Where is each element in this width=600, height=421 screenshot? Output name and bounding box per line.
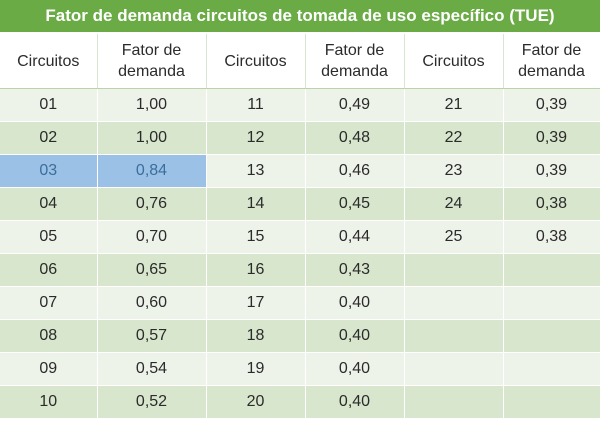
table-row: 08 0,57 18 0,40 — [0, 319, 600, 353]
circuit-cell — [404, 286, 504, 320]
table-row: 07 0,60 17 0,40 — [0, 286, 600, 320]
circuit-cell: 04 — [0, 187, 98, 221]
circuit-cell: 10 — [0, 385, 98, 419]
factor-cell: 0,40 — [305, 352, 405, 386]
header-fator-1: Fator de demanda — [97, 34, 207, 89]
factor-cell: 0,40 — [305, 385, 405, 419]
circuit-cell: 15 — [206, 220, 306, 254]
circuit-cell: 13 — [206, 154, 306, 188]
factor-cell: 0,38 — [503, 220, 600, 254]
header-circuitos-1: Circuitos — [0, 34, 98, 89]
factor-cell: 0,44 — [305, 220, 405, 254]
factor-cell: 0,49 — [305, 88, 405, 122]
circuit-cell: 03 — [0, 154, 98, 188]
header-row: Circuitos Fator de demanda Circuitos Fato… — [0, 34, 600, 89]
table-row: 03 0,84 13 0,46 23 0,39 — [0, 154, 600, 188]
demand-factor-table: Circuitos Fator de demanda Circuitos Fato… — [0, 34, 600, 419]
factor-cell: 0,84 — [97, 154, 207, 188]
factor-cell — [503, 286, 600, 320]
factor-cell: 0,43 — [305, 253, 405, 287]
circuit-cell: 16 — [206, 253, 306, 287]
circuit-cell — [404, 352, 504, 386]
table-row: 06 0,65 16 0,43 — [0, 253, 600, 287]
table-title: Fator de demanda circuitos de tomada de … — [0, 0, 600, 34]
header-fator-3: Fator de demanda — [503, 34, 600, 89]
factor-cell: 0,46 — [305, 154, 405, 188]
factor-cell — [503, 385, 600, 419]
factor-cell: 0,38 — [503, 187, 600, 221]
header-circuitos-3: Circuitos — [404, 34, 504, 89]
circuit-cell: 02 — [0, 121, 98, 155]
factor-cell: 0,52 — [97, 385, 207, 419]
factor-cell — [503, 319, 600, 353]
factor-cell — [503, 352, 600, 386]
table-row: 09 0,54 19 0,40 — [0, 352, 600, 386]
circuit-cell: 21 — [404, 88, 504, 122]
circuit-cell: 08 — [0, 319, 98, 353]
circuit-cell — [404, 319, 504, 353]
factor-cell — [503, 253, 600, 287]
circuit-cell: 01 — [0, 88, 98, 122]
factor-cell: 0,65 — [97, 253, 207, 287]
table-row: 10 0,52 20 0,40 — [0, 385, 600, 419]
header-fator-2: Fator de demanda — [305, 34, 405, 89]
circuit-cell: 20 — [206, 385, 306, 419]
factor-cell: 0,54 — [97, 352, 207, 386]
factor-cell: 1,00 — [97, 88, 207, 122]
circuit-cell — [404, 385, 504, 419]
circuit-cell: 11 — [206, 88, 306, 122]
circuit-cell: 19 — [206, 352, 306, 386]
factor-cell: 0,39 — [503, 154, 600, 188]
circuit-cell: 06 — [0, 253, 98, 287]
circuit-cell: 17 — [206, 286, 306, 320]
factor-cell: 0,40 — [305, 319, 405, 353]
circuit-cell: 22 — [404, 121, 504, 155]
factor-cell: 0,48 — [305, 121, 405, 155]
factor-cell: 0,39 — [503, 88, 600, 122]
circuit-cell: 23 — [404, 154, 504, 188]
factor-cell: 1,00 — [97, 121, 207, 155]
factor-cell: 0,70 — [97, 220, 207, 254]
table-row: 02 1,00 12 0,48 22 0,39 — [0, 121, 600, 155]
factor-cell: 0,39 — [503, 121, 600, 155]
factor-cell: 0,57 — [97, 319, 207, 353]
factor-cell: 0,60 — [97, 286, 207, 320]
table-row: 01 1,00 11 0,49 21 0,39 — [0, 88, 600, 122]
circuit-cell — [404, 253, 504, 287]
circuit-cell: 18 — [206, 319, 306, 353]
circuit-cell: 09 — [0, 352, 98, 386]
factor-cell: 0,76 — [97, 187, 207, 221]
circuit-cell: 07 — [0, 286, 98, 320]
circuit-cell: 14 — [206, 187, 306, 221]
table-row: 04 0,76 14 0,45 24 0,38 — [0, 187, 600, 221]
circuit-cell: 12 — [206, 121, 306, 155]
factor-cell: 0,40 — [305, 286, 405, 320]
table-row: 05 0,70 15 0,44 25 0,38 — [0, 220, 600, 254]
circuit-cell: 24 — [404, 187, 504, 221]
circuit-cell: 05 — [0, 220, 98, 254]
circuit-cell: 25 — [404, 220, 504, 254]
header-circuitos-2: Circuitos — [206, 34, 306, 89]
factor-cell: 0,45 — [305, 187, 405, 221]
